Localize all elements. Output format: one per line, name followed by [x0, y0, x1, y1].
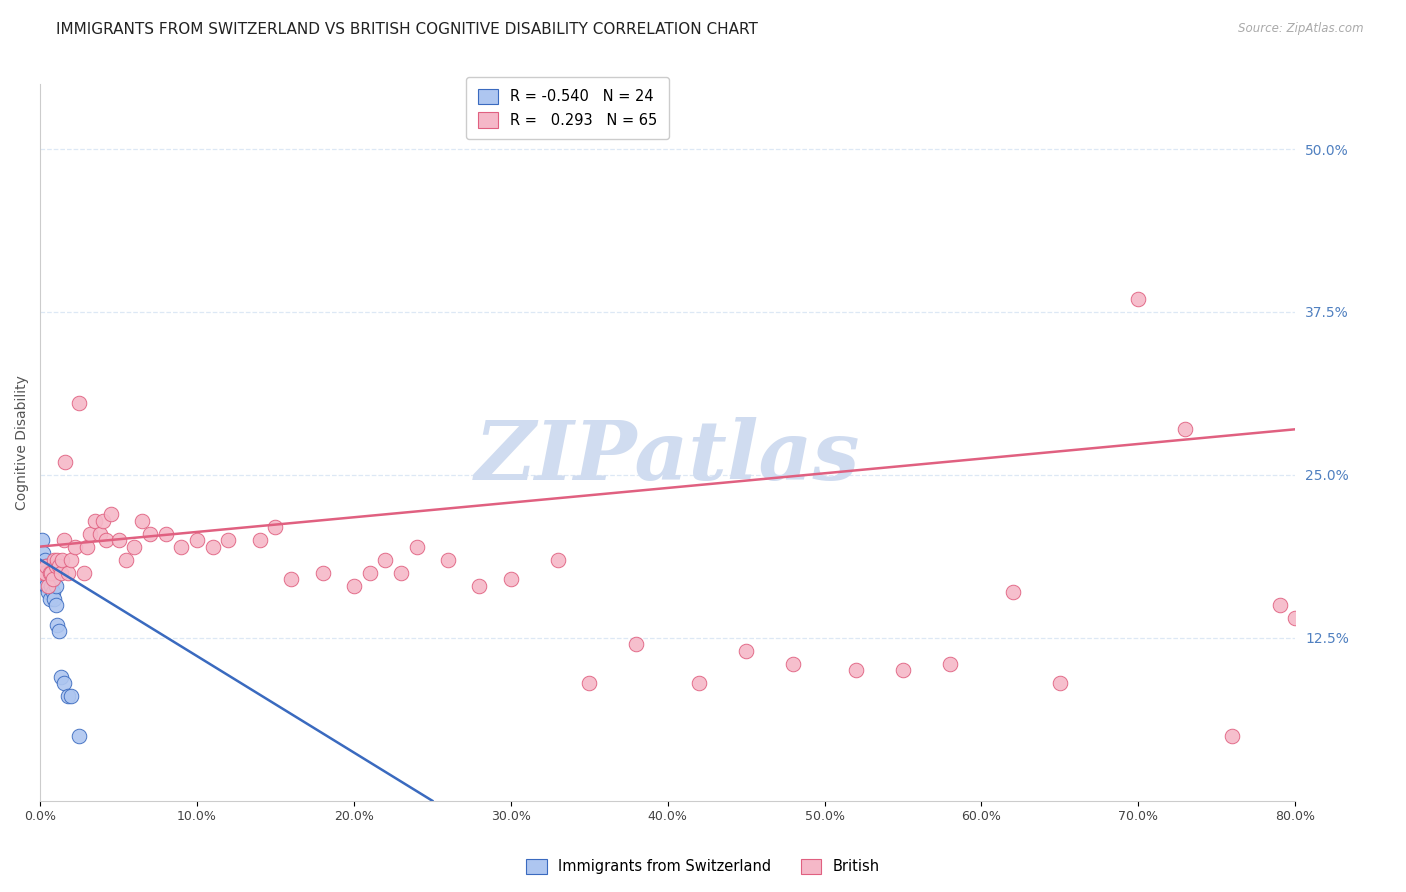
Point	[35, 579, 58, 593]
Point	[155, 526, 177, 541]
Point	[34, 552, 56, 566]
Point	[94, 533, 117, 547]
Point	[405, 540, 427, 554]
Point	[76, 540, 98, 554]
Point	[32, 566, 55, 580]
Point	[89, 526, 111, 541]
Point	[51, 552, 73, 566]
Point	[41, 585, 63, 599]
Point	[44, 552, 66, 566]
Point	[44, 591, 66, 606]
Point	[49, 566, 72, 580]
Point	[37, 566, 59, 580]
Point	[49, 670, 72, 684]
Point	[84, 514, 107, 528]
Point	[389, 566, 412, 580]
Point	[139, 526, 162, 541]
Point	[48, 559, 70, 574]
Point	[60, 690, 83, 704]
Point	[67, 729, 90, 743]
Point	[39, 579, 62, 593]
Point	[688, 676, 710, 690]
Point	[170, 540, 193, 554]
Point	[782, 657, 804, 671]
Point	[38, 591, 60, 606]
Point	[67, 396, 90, 410]
Point	[52, 533, 75, 547]
Point	[45, 579, 67, 593]
Point	[359, 566, 381, 580]
Point	[53, 455, 76, 469]
Point	[201, 540, 224, 554]
Point	[343, 579, 366, 593]
Point	[38, 566, 60, 580]
Point	[1222, 729, 1244, 743]
Text: Source: ZipAtlas.com: Source: ZipAtlas.com	[1239, 22, 1364, 36]
Text: IMMIGRANTS FROM SWITZERLAND VS BRITISH COGNITIVE DISABILITY CORRELATION CHART: IMMIGRANTS FROM SWITZERLAND VS BRITISH C…	[56, 22, 758, 37]
Point	[107, 533, 129, 547]
Legend: Immigrants from Switzerland, British: Immigrants from Switzerland, British	[520, 853, 886, 880]
Point	[845, 664, 868, 678]
Point	[35, 559, 58, 574]
Point	[468, 579, 491, 593]
Point	[45, 559, 67, 574]
Point	[735, 644, 758, 658]
Point	[1284, 611, 1306, 625]
Point	[58, 690, 80, 704]
Point	[91, 514, 114, 528]
Point	[1174, 422, 1197, 436]
Point	[311, 566, 333, 580]
Point	[39, 566, 62, 580]
Y-axis label: Cognitive Disability: Cognitive Disability	[15, 375, 30, 509]
Point	[31, 533, 53, 547]
Point	[547, 552, 569, 566]
Point	[100, 507, 122, 521]
Point	[39, 566, 62, 580]
Point	[578, 676, 600, 690]
Point	[32, 546, 55, 560]
Point	[60, 552, 83, 566]
Point	[122, 540, 145, 554]
Point	[1001, 585, 1024, 599]
Text: ZIPatlas: ZIPatlas	[475, 417, 860, 497]
Point	[374, 552, 396, 566]
Point	[131, 514, 153, 528]
Point	[437, 552, 460, 566]
Point	[35, 559, 58, 574]
Point	[37, 585, 59, 599]
Point	[1268, 599, 1291, 613]
Legend: R = -0.540   N = 24, R =   0.293   N = 65: R = -0.540 N = 24, R = 0.293 N = 65	[465, 77, 669, 139]
Point	[186, 533, 208, 547]
Point	[48, 624, 70, 639]
Point	[73, 566, 96, 580]
Point	[63, 540, 86, 554]
Point	[37, 579, 59, 593]
Point	[38, 566, 60, 580]
Point	[626, 637, 648, 651]
Point	[45, 599, 67, 613]
Point	[891, 664, 914, 678]
Point	[280, 572, 302, 586]
Point	[46, 617, 69, 632]
Point	[46, 552, 69, 566]
Point	[34, 566, 56, 580]
Point	[58, 566, 80, 580]
Point	[939, 657, 962, 671]
Point	[249, 533, 271, 547]
Point	[52, 676, 75, 690]
Point	[499, 572, 522, 586]
Point	[79, 526, 101, 541]
Point	[32, 566, 55, 580]
Point	[1049, 676, 1071, 690]
Point	[41, 572, 63, 586]
Point	[264, 520, 287, 534]
Point	[217, 533, 239, 547]
Point	[34, 572, 56, 586]
Point	[1128, 292, 1150, 306]
Point	[115, 552, 138, 566]
